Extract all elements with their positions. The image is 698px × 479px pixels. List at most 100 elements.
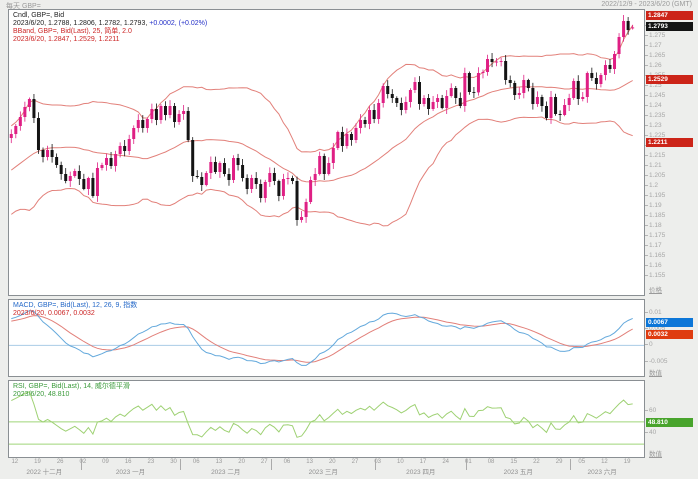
price-tick-1.19-mark: [645, 205, 648, 206]
price-tick-1.175-mark: [645, 235, 648, 236]
bband-middle-badge: 1.2529: [646, 74, 693, 84]
price-tick-1.235-mark: [645, 115, 648, 116]
price-tick-1.215: 1.215: [649, 152, 666, 159]
time-tick-day: 27: [351, 459, 359, 465]
price-chart-canvas[interactable]: [9, 10, 644, 295]
time-tick-day: 09: [102, 459, 109, 465]
price-tick-1.155: 1.155: [649, 272, 666, 279]
time-tick-day: 27: [260, 459, 268, 465]
macd-tick-0.005-mark: [645, 328, 648, 330]
macd-tick-0.01: 0.01: [649, 309, 662, 317]
price-tick-1.205-mark: [645, 175, 648, 176]
bband-upper-badge: 1.2847: [646, 11, 693, 21]
last-price-badge: 1.2793: [646, 21, 693, 31]
time-tick-day: 08: [487, 459, 495, 465]
price-tick-1.21: 1.21: [649, 162, 662, 169]
price-tick-1.2: 1.2: [649, 182, 659, 189]
time-tick-day: 01: [465, 459, 472, 465]
time-tick-day: 13: [215, 459, 223, 465]
price-tick-1.24-mark: [645, 105, 648, 106]
time-tick-day: 20: [328, 459, 336, 465]
price-tick-1.18-mark: [645, 225, 648, 226]
price-tick-1.155-mark: [645, 275, 648, 276]
bband-lower-badge: 1.2211: [646, 138, 693, 148]
price-tick-1.245-mark: [645, 95, 648, 96]
rsi-tick-60: 60: [649, 406, 657, 414]
price-tick-1.16: 1.16: [649, 262, 662, 269]
time-axis-month-label: 2023 一月: [115, 469, 146, 476]
price-tick-1.245: 1.245: [649, 92, 666, 99]
price-tick-1.165-mark: [645, 255, 648, 256]
rsi-panel[interactable]: RSI, GBP=, Bid(Last), 14, 威尔德平滑 2023/6/2…: [8, 380, 645, 458]
time-tick-day: 16: [124, 459, 132, 465]
macd-tick--0.005: -0.005: [649, 357, 668, 365]
price-tick-1.26: 1.26: [649, 62, 662, 69]
macd-value-badge: 0.0067: [646, 318, 693, 328]
price-tick-1.185-mark: [645, 215, 648, 216]
price-tick-1.265: 1.265: [649, 52, 666, 59]
macd-tick-0-mark: [645, 344, 648, 346]
time-tick-day: 20: [238, 459, 245, 465]
price-tick-1.26-mark: [645, 65, 648, 66]
month-separator: [375, 459, 377, 470]
price-tick-1.24: 1.24: [649, 102, 662, 109]
time-tick-day: 19: [34, 459, 41, 465]
price-tick-1.27: 1.27: [649, 42, 662, 49]
rsi-value-badge: 48.810: [646, 417, 693, 427]
time-tick-day: 05: [578, 459, 586, 465]
price-tick-1.17-mark: [645, 245, 648, 246]
time-tick-day: 15: [510, 459, 518, 465]
time-axis-month-label: 2023 三月: [308, 469, 338, 476]
price-tick-1.16-mark: [645, 265, 648, 266]
time-axis-month-label: 2023 五月: [503, 469, 533, 476]
price-tick-1.21-mark: [645, 165, 648, 166]
time-axis-month-label: 2023 二月: [211, 469, 241, 476]
price-tick-1.265-mark: [645, 55, 648, 56]
price-tick-1.18: 1.18: [649, 222, 662, 229]
time-tick-day: 23: [147, 459, 155, 465]
time-tick-day: 29: [555, 459, 563, 465]
time-tick-day: 12: [601, 459, 608, 465]
price-tick-1.275: 1.275: [649, 32, 666, 39]
macd-tick--0.005-mark: [645, 360, 648, 362]
price-panel[interactable]: Cndl, GBP=, Bid 2023/6/20, 1.2788, 1.280…: [8, 9, 645, 296]
price-axis-title: 价格: [649, 287, 662, 294]
time-tick-day: 13: [306, 459, 313, 465]
price-tick-1.195-mark: [645, 195, 648, 196]
price-tick-1.225-mark: [645, 135, 648, 136]
price-tick-1.27-mark: [645, 45, 648, 46]
time-tick-day: 24: [442, 459, 450, 465]
time-tick-day: 19: [623, 459, 631, 465]
time-axis-month-label: 2022 十二月: [26, 469, 63, 476]
chart-interval-instrument-label: 每天 GBP=: [6, 3, 41, 10]
macd-tick-0: 0: [649, 341, 653, 349]
time-tick-day: 03: [374, 459, 381, 465]
price-tick-1.25: 1.25: [649, 82, 662, 89]
time-tick-day: 17: [419, 459, 427, 465]
macd-tick-0.01-mark: [645, 312, 648, 314]
price-tick-1.235: 1.235: [649, 112, 666, 119]
month-separator: [180, 459, 182, 470]
price-tick-1.185: 1.185: [649, 212, 666, 219]
price-tick-1.195: 1.195: [649, 192, 666, 199]
rsi-chart-canvas[interactable]: [9, 381, 644, 457]
month-separator: [80, 459, 82, 470]
time-tick-day: 10: [396, 459, 404, 465]
price-tick-1.25-mark: [645, 85, 648, 86]
time-tick-day: 22: [533, 459, 540, 465]
rsi-tick-40-mark: [645, 431, 648, 433]
price-tick-1.17: 1.17: [649, 242, 662, 249]
time-axis-month-label: 2023 六月: [587, 469, 617, 476]
time-axis-month-label: 2023 四月: [406, 469, 436, 476]
macd-panel[interactable]: MACD, GBP=, Bid(Last), 12, 26, 9, 指数 202…: [8, 299, 645, 377]
month-separator: [570, 459, 572, 470]
month-separator: [466, 459, 468, 470]
price-tick-1.205: 1.205: [649, 172, 666, 179]
price-tick-1.165: 1.165: [649, 252, 666, 259]
time-tick-day: 02: [79, 459, 87, 465]
macd-chart-canvas[interactable]: [9, 300, 644, 376]
time-tick-day: 26: [56, 459, 64, 465]
rsi-tick-40: 40: [649, 428, 657, 436]
month-separator: [271, 459, 273, 470]
